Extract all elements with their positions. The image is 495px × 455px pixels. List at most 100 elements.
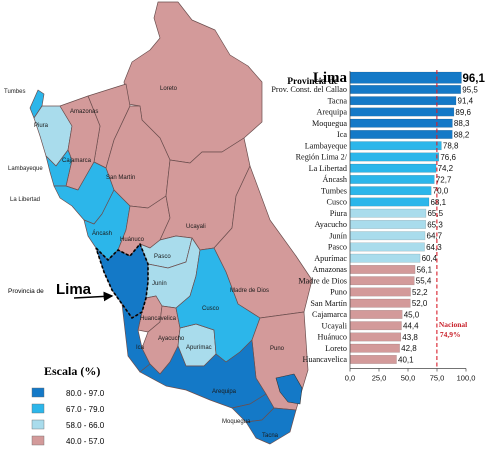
category-label: Madre de Dios bbox=[298, 276, 347, 285]
value-label: 52,0 bbox=[412, 299, 428, 308]
x-tick-label: 75,0 bbox=[430, 374, 445, 383]
value-label: 72,7 bbox=[436, 175, 452, 184]
category-label: Cusco bbox=[327, 198, 347, 207]
value-label: 88,3 bbox=[454, 119, 470, 128]
region-tumbes[interactable] bbox=[29, 89, 45, 119]
category-label: Apurímac bbox=[314, 254, 347, 263]
bar bbox=[349, 197, 430, 207]
category-label: Prov. Const. del Callao bbox=[271, 85, 347, 94]
value-label: 44,4 bbox=[403, 322, 419, 331]
region-label-huancavelica: Huancavelica bbox=[140, 316, 177, 322]
region-tacna[interactable] bbox=[245, 407, 297, 445]
category-label: Huancavelica bbox=[302, 355, 347, 364]
value-label: 40,1 bbox=[398, 355, 414, 364]
category-label: Moquegua bbox=[312, 119, 347, 128]
region-labels: Tumbes Piura Lambayeque Cajamarca Amazonas Lo… bbox=[4, 86, 285, 439]
bar bbox=[349, 231, 426, 241]
bar bbox=[349, 276, 415, 286]
bar bbox=[349, 253, 421, 263]
value-label: 78,8 bbox=[443, 142, 459, 151]
bar bbox=[349, 107, 455, 117]
region-label-la-libertad: La Libertad bbox=[10, 197, 40, 203]
category-label: Tacna bbox=[328, 96, 348, 105]
bar bbox=[349, 186, 432, 196]
region-label-puno: Puno bbox=[270, 346, 285, 352]
category-label: Lima bbox=[313, 70, 348, 86]
region-label-arequipa: Arequipa bbox=[212, 389, 237, 395]
region-label-pasco: Pasco bbox=[154, 254, 171, 260]
value-label: 89,6 bbox=[455, 108, 471, 117]
region-label-ayacucho: Ayacucho bbox=[158, 336, 185, 342]
value-label: 64,3 bbox=[426, 243, 442, 252]
lima-callout-arrow bbox=[73, 291, 114, 302]
legend-label: 58.0 - 66.0 bbox=[66, 421, 105, 430]
category-label: Huánuco bbox=[317, 333, 347, 342]
bar bbox=[349, 298, 411, 308]
value-label: 60,4 bbox=[422, 254, 438, 263]
lima-callout: Provincia de Lima bbox=[8, 281, 114, 302]
value-label: 45,0 bbox=[404, 310, 420, 319]
region-label-junin: Junín bbox=[152, 281, 167, 287]
x-tick-label: 50,0 bbox=[401, 374, 416, 383]
bar bbox=[349, 208, 427, 218]
legend-swatch bbox=[31, 435, 45, 446]
lima-callout-name: Lima bbox=[56, 281, 92, 298]
category-label: La Libertad bbox=[309, 164, 347, 173]
value-label: 76,6 bbox=[440, 153, 456, 162]
legend-label: 67.0 - 79.0 bbox=[66, 405, 105, 414]
region-label-tacna: Tacna bbox=[262, 433, 279, 439]
category-label: Región Lima 2/ bbox=[296, 153, 348, 162]
region-label-ucayali: Ucayali bbox=[186, 224, 206, 230]
category-label: Áncash bbox=[322, 174, 347, 184]
value-label: 68,1 bbox=[430, 198, 446, 207]
bar bbox=[349, 163, 437, 173]
category-label: Ica bbox=[337, 130, 347, 139]
national-label: Nacional bbox=[439, 320, 467, 329]
region-label-ica: Ica bbox=[136, 345, 145, 351]
region-label-piura: Piura bbox=[34, 123, 49, 129]
legend-title: Escala (%) bbox=[44, 364, 100, 378]
category-label: Puno bbox=[330, 288, 347, 297]
value-label: 64,7 bbox=[427, 232, 443, 241]
category-label: Piura bbox=[330, 209, 348, 218]
region-lambayeque[interactable] bbox=[45, 149, 73, 187]
region-label-huanuco: Huánuco bbox=[120, 237, 145, 243]
chart-category-prefix: Provincia de bbox=[287, 77, 338, 87]
category-label: Amazonas bbox=[312, 265, 347, 274]
category-label: Loreto bbox=[325, 344, 347, 353]
x-tick-label: 0,0 bbox=[345, 374, 355, 383]
region-label-san-martin: San Martín bbox=[106, 175, 135, 181]
category-label: Arequipa bbox=[317, 108, 348, 117]
category-label: Lambayeque bbox=[305, 141, 348, 150]
category-label: Tumbes bbox=[321, 186, 347, 195]
region-label-amazonas: Amazonas bbox=[70, 109, 98, 115]
bar bbox=[349, 355, 397, 364]
legend-swatch bbox=[31, 403, 45, 414]
bar bbox=[349, 152, 440, 162]
x-tick-label: 100,0 bbox=[457, 374, 476, 383]
value-label: 65,3 bbox=[427, 220, 443, 229]
x-tick-label: 25,0 bbox=[372, 374, 387, 383]
value-label: 42,8 bbox=[401, 344, 417, 353]
bar bbox=[349, 85, 461, 94]
region-arequipa[interactable] bbox=[139, 339, 267, 409]
category-label: Ayacucho bbox=[315, 220, 347, 229]
region-label-cusco: Cusco bbox=[202, 306, 220, 312]
category-label: Ucayali bbox=[322, 321, 348, 330]
bar bbox=[349, 242, 425, 252]
category-label: Pasco bbox=[328, 243, 347, 252]
bar bbox=[349, 332, 402, 342]
value-label: 70,0 bbox=[433, 187, 449, 196]
national-value: 74,9% bbox=[440, 330, 461, 339]
value-label: 91,4 bbox=[458, 97, 474, 106]
bar bbox=[349, 287, 411, 297]
bar bbox=[349, 141, 442, 151]
region-label-ancash: Áncash bbox=[92, 230, 112, 237]
bars bbox=[349, 71, 462, 364]
value-label: 52,2 bbox=[412, 288, 428, 297]
value-label: 55,4 bbox=[416, 277, 432, 286]
value-label: 56,1 bbox=[417, 265, 433, 274]
